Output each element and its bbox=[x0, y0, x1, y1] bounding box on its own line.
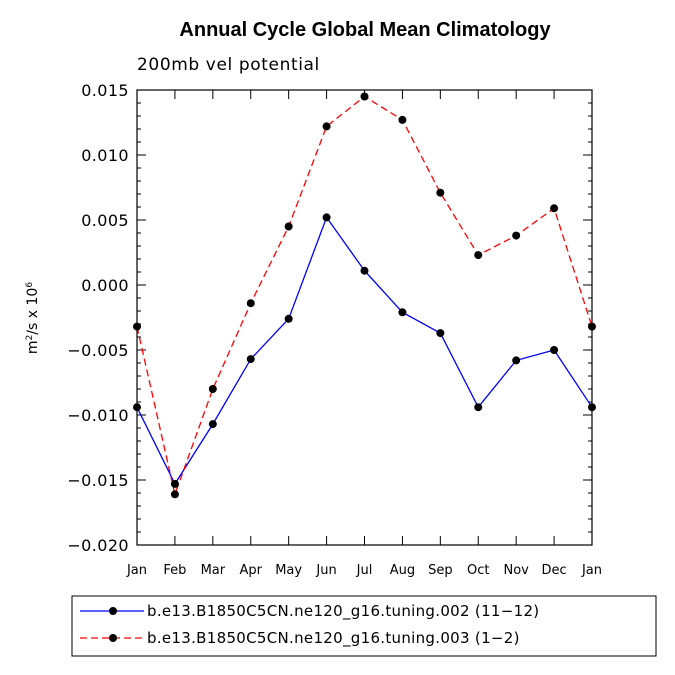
series-line-1 bbox=[136, 216, 593, 486]
series-2-point bbox=[208, 385, 217, 393]
series-2-point bbox=[512, 231, 521, 240]
series-1-point bbox=[474, 403, 483, 412]
series-1-point bbox=[550, 346, 559, 354]
series-2-point bbox=[436, 188, 445, 197]
y-tick-label: 0.005 bbox=[81, 211, 129, 230]
series-2-point bbox=[133, 322, 141, 331]
x-tick-label: Jan bbox=[581, 563, 602, 578]
series-1-point bbox=[398, 308, 407, 317]
series-1-point bbox=[208, 420, 217, 429]
series-2-point bbox=[474, 251, 483, 260]
x-tick-label: Nov bbox=[503, 563, 529, 578]
x-tick-label: Feb bbox=[163, 563, 186, 578]
y-tick-label: 0.015 bbox=[81, 81, 129, 100]
series-group bbox=[133, 92, 596, 499]
legend-label-2: b.e13.B1850C5CN.ne120_g16.tuning.003 (1−… bbox=[147, 629, 520, 648]
x-axis: Jan Feb Mar Apr May Jun Jul Aug Sep Oct Nov Dec Jan bbox=[126, 90, 602, 578]
series-2-point bbox=[550, 204, 559, 213]
y-tick-label: 0.000 bbox=[81, 276, 129, 295]
series-line-2 bbox=[136, 95, 593, 497]
series-2-point bbox=[284, 222, 293, 231]
series-1-point bbox=[170, 479, 179, 488]
series-1-point bbox=[512, 356, 521, 365]
series-2-point bbox=[360, 92, 369, 101]
y-tick-label: 0.010 bbox=[81, 146, 129, 165]
y-tick-label: −0.010 bbox=[67, 406, 129, 425]
x-tick-label: Mar bbox=[201, 563, 226, 578]
x-tick-label: Dec bbox=[542, 563, 567, 578]
x-tick-label: Jan bbox=[126, 563, 147, 578]
series-1-point bbox=[133, 403, 141, 412]
plot-frame bbox=[136, 89, 593, 546]
series-2-point bbox=[588, 322, 596, 331]
legend-label-1: b.e13.B1850C5CN.ne120_g16.tuning.002 (11… bbox=[147, 602, 539, 621]
series-1-point bbox=[360, 266, 369, 275]
x-tick-label: Apr bbox=[240, 563, 263, 578]
series-2-point bbox=[322, 122, 331, 131]
x-tick-label: Sep bbox=[428, 563, 453, 578]
y-tick-label: −0.015 bbox=[67, 471, 129, 490]
x-tick-label: Jun bbox=[315, 563, 336, 578]
y-axis-label: m2/s x 106 bbox=[25, 282, 41, 354]
y-tick-label: −0.020 bbox=[67, 536, 129, 555]
series-1-point bbox=[588, 403, 596, 412]
legend-marker-1 bbox=[109, 607, 117, 615]
x-tick-label: May bbox=[275, 563, 302, 578]
series-1-point bbox=[322, 213, 331, 222]
x-tick-label: Aug bbox=[390, 563, 415, 578]
y-axis: 0.015 0.010 0.005 0.000 −0.005 −0.010 −0.015 −0… bbox=[67, 81, 592, 555]
chart-title: Annual Cycle Global Mean Climatology bbox=[179, 19, 551, 41]
legend-box bbox=[71, 595, 657, 657]
x-tick-label: Oct bbox=[467, 563, 489, 578]
series-2-point bbox=[398, 115, 407, 124]
legend: b.e13.B1850C5CN.ne120_g16.tuning.002 (11… bbox=[71, 595, 657, 657]
legend-marker-2 bbox=[109, 634, 117, 642]
y-tick-label: −0.005 bbox=[67, 341, 129, 360]
series-1-point bbox=[284, 314, 293, 323]
chart-subtitle: 200mb vel potential bbox=[137, 55, 320, 75]
series-1-point bbox=[246, 355, 255, 364]
series-2-point bbox=[170, 490, 179, 499]
series-2-point bbox=[246, 299, 255, 308]
x-tick-label: Jul bbox=[356, 563, 373, 578]
series-1-point bbox=[436, 329, 445, 338]
